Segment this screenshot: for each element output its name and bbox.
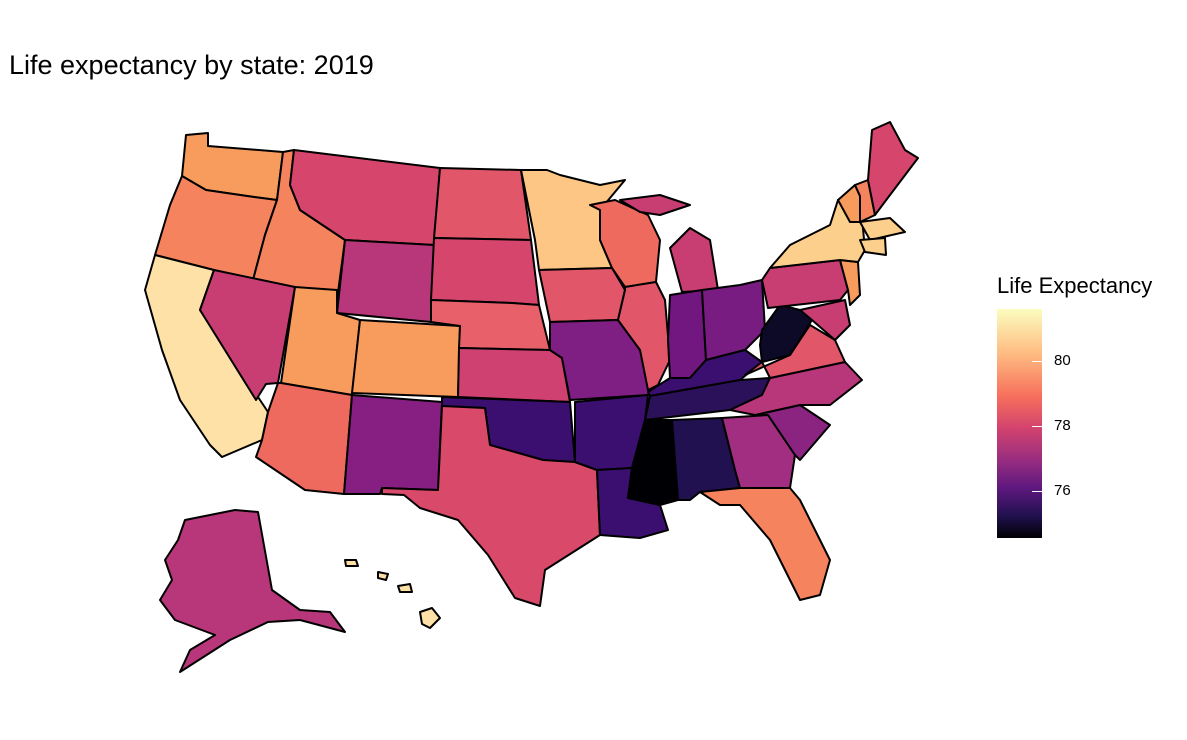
hawaii-island-2 (377, 571, 389, 581)
state-michigan (619, 194, 719, 293)
state-north-dakota (433, 167, 532, 241)
state-connecticut (859, 237, 887, 256)
state-hawaii (419, 607, 441, 629)
state-kansas (457, 347, 571, 403)
map-title: Life expectancy by state: 2019 (9, 50, 374, 80)
state-iowa (538, 267, 626, 323)
state-massachusetts (859, 217, 906, 241)
hawaii-island-4 (344, 559, 359, 567)
legend-tick-mark (1032, 361, 1042, 362)
state-wyoming (336, 239, 435, 323)
state-south-dakota (430, 237, 540, 306)
legend-color-bar (997, 309, 1042, 538)
legend-title: Life Expectancy (997, 273, 1153, 298)
state-alaska (159, 509, 346, 673)
state-florida (699, 487, 831, 601)
state-new-mexico (343, 394, 443, 495)
state-illinois (617, 281, 671, 391)
legend-tick-label: 80 (1054, 352, 1071, 369)
legend-tick-mark (1032, 426, 1042, 427)
state-maine (867, 121, 919, 216)
state-texas (381, 405, 601, 607)
legend-tick-mark (1032, 491, 1042, 492)
state-colorado (351, 319, 461, 398)
state-indiana (667, 289, 707, 379)
state-ohio (701, 279, 766, 361)
state-arizona (255, 382, 353, 495)
state-maryland (799, 299, 851, 341)
legend-tick-label: 76 (1054, 482, 1071, 499)
legend-tick-label: 78 (1054, 417, 1071, 434)
hawaii-island-3 (397, 583, 413, 593)
